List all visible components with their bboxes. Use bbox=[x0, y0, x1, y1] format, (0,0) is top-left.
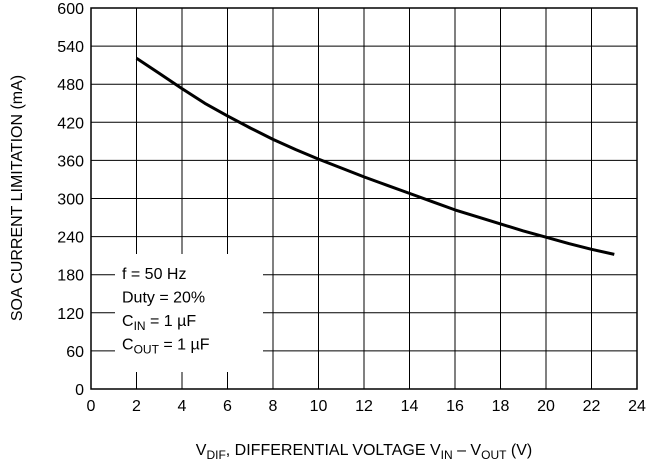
y-tick-label: 0 bbox=[75, 382, 84, 399]
plot-frame bbox=[90, 7, 638, 390]
legend-line: COUT = 1 µF bbox=[122, 337, 210, 357]
y-tick-label: 240 bbox=[57, 230, 84, 247]
x-tick-label: 4 bbox=[178, 398, 187, 415]
x-tick-label: 6 bbox=[223, 398, 232, 415]
x-axis-label: VDIF, DIFFERENTIAL VOLTAGE VIN – VOUT (V… bbox=[196, 442, 532, 462]
legend-background bbox=[115, 254, 263, 372]
x-tick-label: 8 bbox=[269, 398, 278, 415]
x-tick-label: 18 bbox=[492, 398, 510, 415]
x-tick-label: 0 bbox=[87, 398, 96, 415]
y-tick-label: 360 bbox=[57, 153, 84, 170]
y-axis-label: SOA CURRENT LIMITATION (mA) bbox=[9, 75, 26, 321]
x-tick-label: 10 bbox=[310, 398, 328, 415]
y-tick-label: 120 bbox=[57, 306, 84, 323]
legend-line: f = 50 Hz bbox=[122, 266, 186, 283]
y-tick-label: 300 bbox=[57, 192, 84, 209]
legend-line: CIN = 1 µF bbox=[122, 313, 196, 333]
legend-line: Duty = 20% bbox=[122, 290, 205, 307]
x-tick-label: 16 bbox=[446, 398, 464, 415]
y-tick-label: 60 bbox=[66, 344, 84, 361]
x-tick-label: 12 bbox=[355, 398, 373, 415]
y-tick-label: 600 bbox=[57, 1, 84, 18]
series-layer bbox=[135, 56, 615, 256]
x-tick-label: 22 bbox=[583, 398, 601, 415]
series-line bbox=[135, 56, 615, 256]
x-tick-label: 2 bbox=[132, 398, 141, 415]
x-tick-labels: 0 2 4 6 8 10 12 14 16 18 20 22 24 bbox=[87, 398, 646, 415]
y-tick-label: 420 bbox=[57, 115, 84, 132]
legend-box: f = 50 Hz Duty = 20% CIN = 1 µF COUT = 1 µF bbox=[115, 254, 263, 372]
y-tick-label: 480 bbox=[57, 77, 84, 94]
y-tick-label: 180 bbox=[57, 268, 84, 285]
y-tick-labels: 0 60 120 180 240 300 360 420 480 540 600 bbox=[57, 1, 84, 399]
x-tick-label: 24 bbox=[628, 398, 646, 415]
x-tick-label: 20 bbox=[537, 398, 555, 415]
x-tick-label: 14 bbox=[401, 398, 419, 415]
y-tick-label: 540 bbox=[57, 39, 84, 56]
